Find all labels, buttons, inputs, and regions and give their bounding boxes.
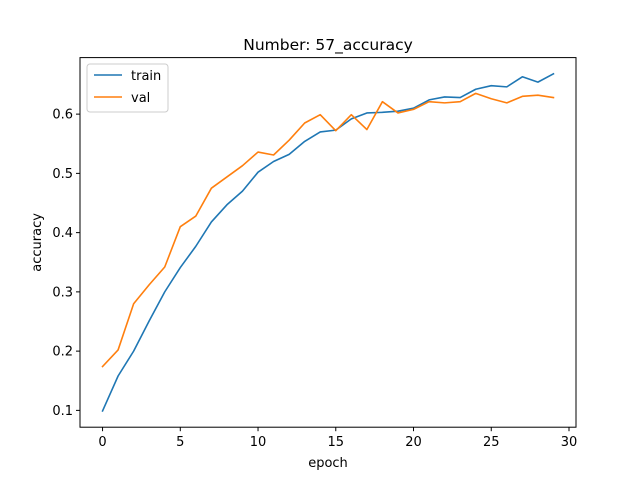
- y-tick-label: 0.4: [52, 226, 73, 241]
- x-axis-label: epoch: [308, 456, 348, 471]
- series-line-val: [101, 92, 555, 368]
- x-tick-label: 5: [176, 435, 184, 450]
- legend-label-val: val: [131, 91, 150, 106]
- x-tick-label: 0: [98, 435, 106, 450]
- chart-title: Number: 57_accuracy: [243, 36, 413, 55]
- x-tick-label: 10: [250, 435, 267, 450]
- y-axis-label: accuracy: [30, 213, 45, 272]
- x-tick-label: 20: [405, 435, 422, 450]
- legend-box: [86, 63, 169, 113]
- y-axis-ticks: 0.1 0.2 0.3 0.4 0.5 0.6: [52, 108, 80, 419]
- y-tick-label: 0.3: [52, 285, 73, 300]
- legend-label-train: train: [131, 69, 161, 84]
- legend: train val: [86, 63, 169, 113]
- y-tick-label: 0.2: [52, 345, 73, 360]
- y-tick-label: 0.1: [52, 404, 73, 419]
- series-layer: [101, 72, 555, 413]
- x-tick-label: 30: [561, 435, 578, 450]
- y-tick-label: 0.6: [52, 108, 73, 123]
- x-tick-label: 25: [483, 435, 500, 450]
- series-line-train: [101, 72, 555, 413]
- x-tick-label: 15: [328, 435, 345, 450]
- x-axis-ticks: 0 5 10 15 20 25 30: [98, 427, 577, 450]
- axes-frame: [79, 57, 577, 428]
- y-tick-label: 0.5: [52, 167, 73, 182]
- plot-area: [79, 57, 577, 428]
